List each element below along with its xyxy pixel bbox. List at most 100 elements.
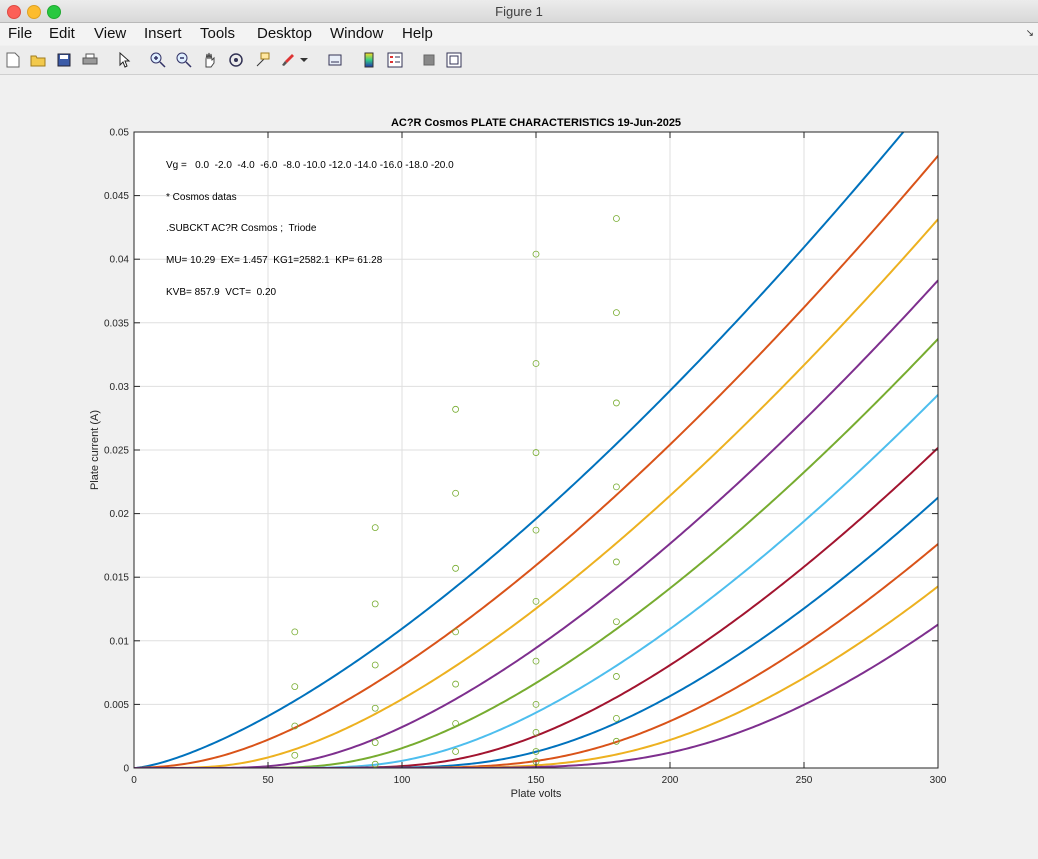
measured-point bbox=[452, 720, 460, 727]
measured-point bbox=[532, 526, 540, 534]
measured-point bbox=[371, 760, 379, 768]
hide-plot-tools-icon[interactable] bbox=[419, 50, 439, 70]
measured-point bbox=[371, 704, 379, 712]
menu-help[interactable]: Help bbox=[402, 25, 433, 42]
menu-bar: File Edit View Insert Tools Desktop Wind… bbox=[0, 23, 1038, 45]
y-tick-label: 0.035 bbox=[104, 318, 129, 329]
x-tick-label: 50 bbox=[262, 775, 274, 786]
legend-icon[interactable] bbox=[385, 50, 405, 70]
measured-point bbox=[291, 722, 299, 730]
menu-insert[interactable]: Insert bbox=[144, 25, 182, 42]
menu-file[interactable]: File bbox=[8, 25, 33, 42]
rotate-3d-icon[interactable] bbox=[226, 50, 246, 70]
zoom-in-icon[interactable] bbox=[148, 50, 168, 70]
menu-edit[interactable]: Edit bbox=[49, 25, 75, 42]
curve-vg--12 bbox=[134, 447, 938, 768]
brush-dropdown-icon[interactable] bbox=[298, 50, 310, 70]
link-plot-icon[interactable] bbox=[325, 50, 345, 70]
curve-vg--4 bbox=[134, 218, 938, 768]
close-window-button[interactable] bbox=[7, 5, 21, 19]
measured-point bbox=[532, 728, 540, 736]
minimize-window-button[interactable] bbox=[27, 5, 41, 19]
measured-point bbox=[371, 739, 379, 746]
data-cursor-icon[interactable] bbox=[252, 50, 272, 70]
measured-point bbox=[291, 683, 299, 690]
measured-point bbox=[452, 628, 460, 636]
window-title: Figure 1 bbox=[495, 4, 543, 19]
axis-ticks: 0 50 100 150 200 250 300 0 0.005 0.01 0.015 0.02 0.0… bbox=[104, 128, 947, 787]
menu-tools[interactable]: Tools bbox=[200, 25, 236, 42]
measured-point bbox=[452, 680, 460, 688]
y-tick-label: 0.015 bbox=[104, 573, 129, 584]
measured-point bbox=[613, 483, 620, 491]
measured-point bbox=[371, 600, 379, 608]
measured-point bbox=[452, 489, 460, 497]
y-axis-label: Plate current (A) bbox=[89, 410, 101, 490]
print-icon[interactable] bbox=[80, 50, 100, 70]
measured-point bbox=[532, 449, 540, 456]
measured-point bbox=[532, 657, 540, 665]
menu-window[interactable]: Window bbox=[330, 25, 384, 42]
pointer-icon[interactable] bbox=[115, 50, 135, 70]
curve-vg-0 bbox=[134, 132, 905, 768]
y-tick-label: 0.01 bbox=[110, 636, 130, 647]
annotation-vg: Vg = 0.0 -2.0 -4.0 -6.0 -8.0 -10.0 -12.0… bbox=[166, 160, 454, 171]
measured-point bbox=[532, 701, 540, 708]
measured-point bbox=[613, 399, 620, 407]
measured-point bbox=[532, 250, 540, 258]
x-tick-label: 300 bbox=[930, 775, 947, 786]
plate-characteristics-chart: 0 50 100 150 200 250 300 0 0.005 0.01 0.015 0.02 0.0… bbox=[89, 117, 947, 800]
curve-vg--2 bbox=[134, 155, 938, 768]
annotation-params-2: KVB= 857.9 VCT= 0.20 bbox=[166, 287, 277, 298]
zoom-out-icon[interactable] bbox=[174, 50, 194, 70]
menu-desktop[interactable]: Desktop bbox=[257, 25, 313, 42]
measured-point bbox=[371, 524, 379, 531]
x-axis-label: Plate volts bbox=[511, 788, 562, 800]
maximize-window-button[interactable] bbox=[47, 5, 61, 19]
menu-dock-arrow-icon[interactable]: ↘ bbox=[1025, 28, 1034, 39]
measured-point bbox=[613, 309, 620, 317]
x-tick-label: 0 bbox=[131, 775, 137, 786]
x-tick-label: 250 bbox=[796, 775, 813, 786]
y-tick-label: 0.025 bbox=[104, 446, 129, 457]
chart-title: AC?R Cosmos PLATE CHARACTERISTICS 19-Jun… bbox=[391, 117, 681, 129]
y-tick-label: 0.045 bbox=[104, 191, 129, 202]
measured-point bbox=[532, 748, 540, 755]
measured-point bbox=[291, 751, 299, 759]
measured-point bbox=[532, 360, 540, 367]
curve-vg--14 bbox=[134, 496, 938, 768]
measured-point bbox=[613, 215, 620, 222]
curve-vg--16 bbox=[134, 543, 938, 768]
measured-point bbox=[613, 714, 620, 722]
y-tick-label: 0.005 bbox=[104, 700, 129, 711]
measured-point bbox=[452, 748, 460, 755]
annotation-subckt: .SUBCKT AC?R Cosmos ; Triode bbox=[166, 223, 317, 234]
brush-icon[interactable] bbox=[278, 50, 298, 70]
measured-point bbox=[532, 597, 540, 605]
open-file-icon[interactable] bbox=[28, 50, 48, 70]
x-tick-label: 150 bbox=[528, 775, 545, 786]
measured-point bbox=[371, 661, 379, 669]
y-tick-label: 0.05 bbox=[110, 128, 130, 139]
measured-point bbox=[613, 618, 620, 626]
window-titlebar: Figure 1 bbox=[0, 0, 1038, 23]
y-tick-label: 0.02 bbox=[110, 509, 130, 520]
annotation-params-1: MU= 10.29 EX= 1.457 KG1=2582.1 KP= 61.28 bbox=[166, 255, 383, 266]
save-icon[interactable] bbox=[54, 50, 74, 70]
y-tick-label: 0.04 bbox=[110, 255, 130, 266]
show-plot-tools-icon[interactable] bbox=[444, 50, 464, 70]
measured-point bbox=[452, 405, 460, 413]
measured-point bbox=[613, 737, 620, 745]
y-tick-label: 0 bbox=[123, 764, 129, 775]
pan-icon[interactable] bbox=[200, 50, 220, 70]
figure-toolbar bbox=[0, 46, 1038, 75]
y-tick-label: 0.03 bbox=[110, 382, 130, 393]
measured-point bbox=[613, 673, 620, 680]
figure-canvas: 0 50 100 150 200 250 300 0 0.005 0.01 0.015 0.02 0.0… bbox=[0, 75, 1038, 854]
measured-points bbox=[291, 215, 620, 768]
new-figure-icon[interactable] bbox=[3, 50, 23, 70]
colorbar-icon[interactable] bbox=[359, 50, 379, 70]
measured-point bbox=[613, 558, 620, 566]
menu-view[interactable]: View bbox=[94, 25, 127, 42]
x-tick-label: 200 bbox=[662, 775, 679, 786]
